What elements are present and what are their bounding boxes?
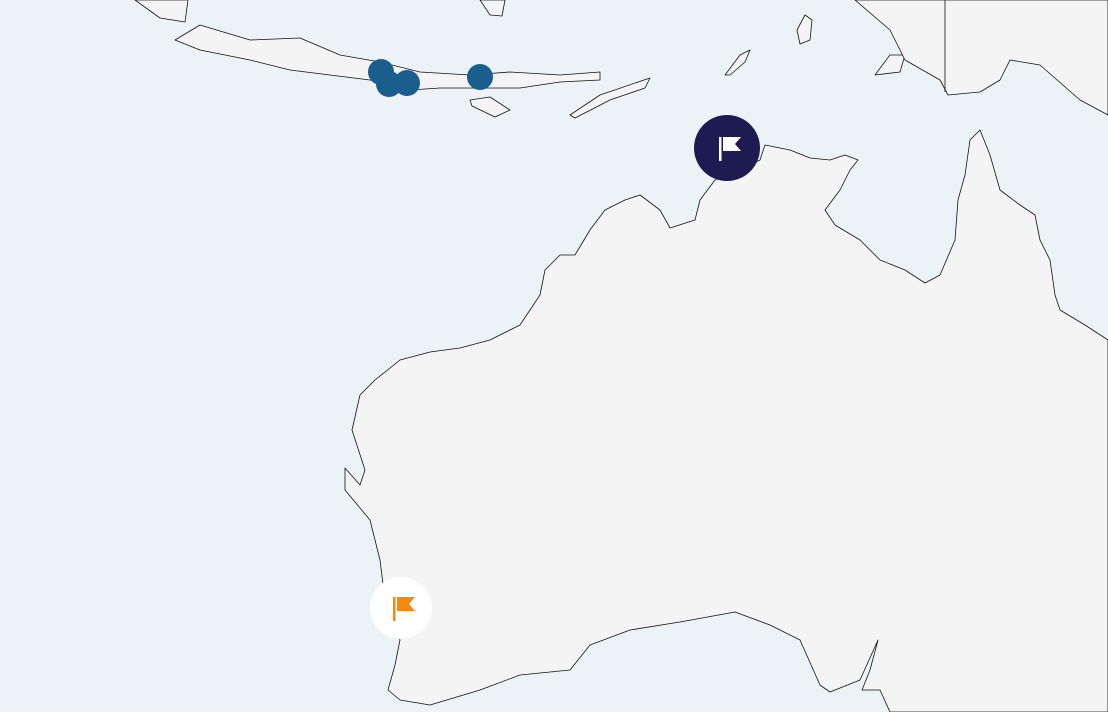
flag-pole [393,597,396,621]
sumatra [134,0,189,23]
marker-dot[interactable] [394,70,420,96]
marker-dot[interactable] [467,64,493,90]
australia [344,129,1108,712]
flag [397,597,415,611]
new-guinea [854,0,1108,116]
island [479,0,506,17]
timor [569,77,651,119]
sumba [469,96,511,118]
flag [723,137,741,151]
cluster-dots[interactable] [368,59,493,97]
flag-marker[interactable] [370,577,432,639]
flag-marker[interactable] [694,115,760,181]
island [796,14,813,45]
java [174,24,601,91]
island [724,49,751,76]
flag-pole [719,137,722,161]
